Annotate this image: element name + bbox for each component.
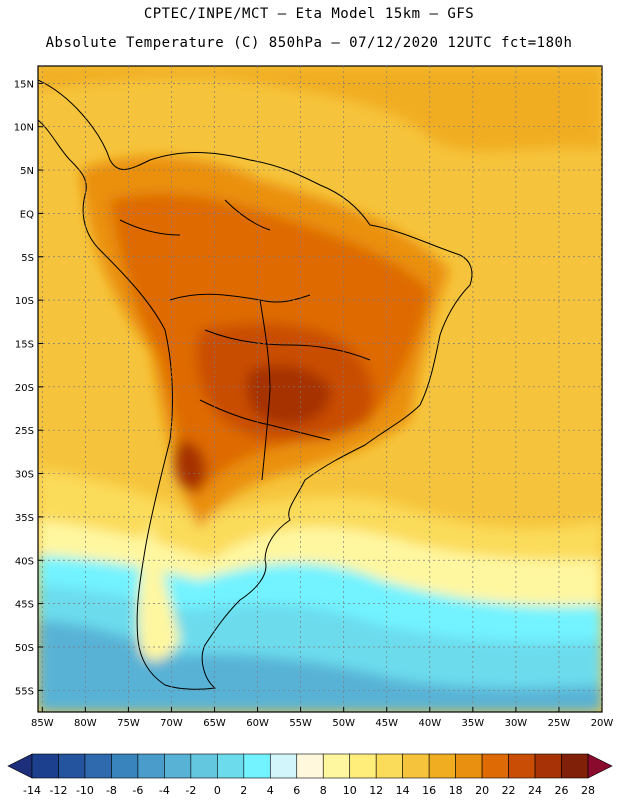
lat-tick-label: 35S bbox=[15, 513, 34, 524]
lon-tick-label: 60W bbox=[246, 718, 269, 729]
lon-tick-label: 45W bbox=[375, 718, 398, 729]
lat-tick-label: 55S bbox=[15, 686, 34, 697]
legend-swatch bbox=[31, 753, 59, 779]
lat-tick-label: 40S bbox=[15, 556, 34, 567]
lat-tick-label: EQ bbox=[20, 209, 34, 220]
legend-label: -8 bbox=[106, 784, 117, 797]
legend-label: 2 bbox=[240, 784, 247, 797]
legend-label: 16 bbox=[422, 784, 436, 797]
legend-swatch bbox=[322, 753, 351, 779]
legend-swatch bbox=[296, 753, 324, 779]
lon-tick-label: 50W bbox=[332, 718, 355, 729]
legend-swatch bbox=[455, 753, 483, 779]
legend-swatch bbox=[561, 753, 589, 779]
legend-overflow-arrow bbox=[587, 753, 613, 779]
temperature-field bbox=[38, 66, 602, 712]
legend-swatch bbox=[137, 753, 165, 779]
legend-swatch bbox=[58, 753, 86, 779]
legend-label: 6 bbox=[293, 784, 300, 797]
legend-label: 20 bbox=[475, 784, 489, 797]
legend-swatch bbox=[190, 753, 218, 779]
legend-label: 18 bbox=[449, 784, 463, 797]
lat-tick-label: 10S bbox=[15, 296, 34, 307]
coastline bbox=[38, 79, 473, 690]
lon-tick-label: 70W bbox=[160, 718, 183, 729]
legend-label: -12 bbox=[49, 784, 67, 797]
legend-label: 26 bbox=[555, 784, 569, 797]
lon-tick-label: 40W bbox=[418, 718, 441, 729]
lon-tick-label: 80W bbox=[74, 718, 97, 729]
legend-label: 22 bbox=[502, 784, 516, 797]
legend-label: -6 bbox=[132, 784, 143, 797]
legend-label: 0 bbox=[214, 784, 221, 797]
legend-label: 8 bbox=[320, 784, 327, 797]
legend-swatch bbox=[428, 753, 456, 779]
legend-swatch bbox=[269, 753, 298, 779]
lat-tick-label: 5S bbox=[21, 253, 34, 264]
lat-tick-label: 20S bbox=[15, 383, 34, 394]
lon-tick-label: 30W bbox=[505, 718, 528, 729]
lat-tick-label: 15N bbox=[14, 79, 34, 90]
lat-tick-label: 50S bbox=[15, 643, 34, 654]
lat-tick-label: 5N bbox=[20, 166, 34, 177]
legend-label: -2 bbox=[185, 784, 196, 797]
legend-label: 14 bbox=[396, 784, 410, 797]
lon-tick-label: 85W bbox=[31, 718, 54, 729]
legend-swatch bbox=[243, 753, 271, 779]
legend-swatch bbox=[349, 753, 377, 779]
lat-tick-label: 45S bbox=[15, 600, 34, 611]
lat-tick-label: 10N bbox=[14, 123, 34, 134]
legend-label: 24 bbox=[528, 784, 542, 797]
chart-title-line1: CPTEC/INPE/MCT – Eta Model 15km – GFS bbox=[143, 6, 475, 22]
lon-tick-label: 35W bbox=[462, 718, 485, 729]
lon-tick-label: 55W bbox=[289, 718, 312, 729]
legend-swatch bbox=[111, 753, 139, 779]
lat-tick-label: 25S bbox=[15, 426, 34, 437]
lat-tick-label: 15S bbox=[15, 339, 34, 350]
legend-label: -10 bbox=[76, 784, 94, 797]
lon-tick-label: 75W bbox=[117, 718, 140, 729]
legend-label: 28 bbox=[581, 784, 595, 797]
legend-swatch bbox=[164, 753, 192, 779]
legend-swatch bbox=[508, 753, 536, 779]
legend-swatch bbox=[217, 753, 245, 779]
lon-tick-label: 25W bbox=[548, 718, 571, 729]
legend-swatch bbox=[481, 753, 509, 779]
legend-underflow-arrow bbox=[7, 753, 33, 779]
legend-label: 12 bbox=[369, 784, 383, 797]
legend-label: 10 bbox=[343, 784, 357, 797]
legend-label: -4 bbox=[159, 784, 170, 797]
lon-tick-label: 20W bbox=[591, 718, 614, 729]
chart-title-line2: Absolute Temperature (C) 850hPa – 07/12/… bbox=[45, 35, 573, 51]
legend-label: -14 bbox=[23, 784, 41, 797]
legend-swatch bbox=[402, 753, 430, 779]
legend-swatch bbox=[375, 753, 403, 779]
lon-tick-label: 65W bbox=[203, 718, 226, 729]
lat-tick-label: 30S bbox=[15, 470, 34, 481]
legend-label: 4 bbox=[267, 784, 274, 797]
legend-swatch bbox=[84, 753, 112, 779]
legend-swatch bbox=[534, 753, 562, 779]
